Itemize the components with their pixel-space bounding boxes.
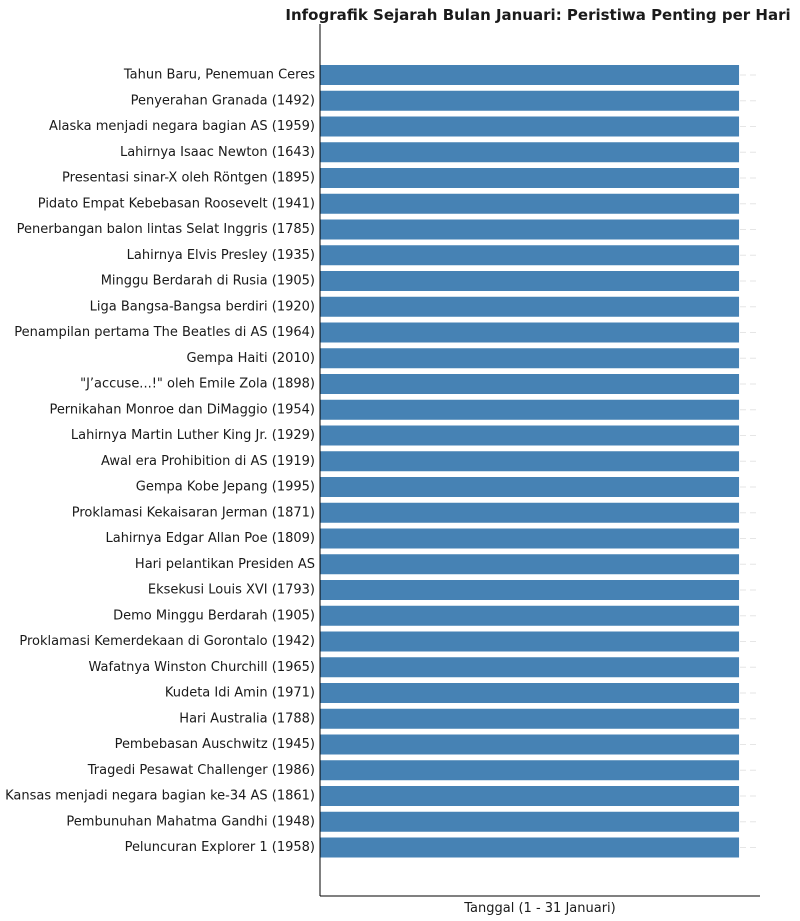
y-tick-label: Demo Minggu Berdarah (1905) [113, 608, 315, 623]
bar-15 [320, 425, 740, 446]
y-tick-label: Proklamasi Kekaisaran Jerman (1871) [72, 505, 315, 520]
y-tick-label: Penampilan pertama The Beatles di AS (19… [14, 325, 315, 340]
y-tick-label: Peluncuran Explorer 1 (1958) [125, 840, 315, 855]
y-tick-label: Kansas menjadi negara bagian ke-34 AS (1… [5, 789, 315, 804]
y-tick-label: Alaska menjadi negara bagian AS (1959) [49, 119, 315, 134]
bar-2 [320, 90, 740, 111]
x-axis-label: Tanggal (1 - 31 Januari) [463, 901, 615, 916]
y-tick-label: Kudeta Idi Amin (1971) [165, 686, 315, 701]
bar-30 [320, 811, 740, 832]
y-tick-label: Pidato Empat Kebebasan Roosevelt (1941) [38, 196, 315, 211]
bar-19 [320, 528, 740, 549]
bar-22 [320, 605, 740, 626]
bar-13 [320, 374, 740, 394]
bar-8 [320, 245, 740, 266]
y-tick-labels: Tahun Baru, Penemuan Ceres Penyerahan Gra… [5, 68, 315, 856]
bar-14 [320, 399, 740, 420]
bar-3 [320, 116, 740, 137]
bar-9 [320, 271, 740, 291]
y-tick-label: Hari Australia (1788) [179, 711, 315, 726]
y-tick-label: Gempa Kobe Jepang (1995) [136, 480, 315, 495]
bar-31 [320, 837, 740, 858]
bar-21 [320, 580, 740, 600]
bars-layer [320, 65, 740, 858]
bar-27 [320, 734, 740, 755]
y-tick-label: Awal era Prohibition di AS (1919) [101, 454, 315, 469]
y-tick-label: Hari pelantikan Presiden AS [135, 557, 315, 572]
chart-title: Infografik Sejarah Bulan Januari: Perist… [285, 6, 790, 24]
y-tick-label: Pembebasan Auschwitz (1945) [115, 737, 315, 752]
y-tick-label: Lahirnya Martin Luther King Jr. (1929) [71, 428, 315, 443]
bar-23 [320, 631, 740, 652]
bar-25 [320, 683, 740, 703]
bar-4 [320, 142, 740, 163]
bar-18 [320, 502, 740, 523]
y-tick-label: Presentasi sinar-X oleh Röntgen (1895) [62, 171, 315, 186]
y-tick-label: Tahun Baru, Penemuan Ceres [123, 68, 315, 83]
y-tick-label: Eksekusi Louis XVI (1793) [148, 583, 315, 598]
bar-5 [320, 168, 740, 188]
y-tick-label: Gempa Haiti (2010) [186, 351, 315, 366]
bar-20 [320, 554, 740, 575]
y-tick-label: Penerbangan balon lintas Selat Inggris (… [17, 222, 315, 237]
bar-6 [320, 193, 740, 214]
bar-26 [320, 708, 740, 729]
y-tick-label: Proklamasi Kemerdekaan di Gorontalo (194… [19, 634, 315, 649]
bar-11 [320, 322, 740, 343]
y-tick-label: Tragedi Pesawat Challenger (1986) [87, 763, 315, 778]
bar-10 [320, 296, 740, 317]
y-tick-label: Lahirnya Elvis Presley (1935) [127, 248, 315, 263]
bar-17 [320, 477, 740, 497]
y-tick-label: Wafatnya Winston Churchill (1965) [89, 660, 315, 675]
y-tick-label: Pembunuhan Mahatma Gandhi (1948) [66, 814, 315, 829]
bar-29 [320, 786, 740, 806]
y-tick-label: Lahirnya Edgar Allan Poe (1809) [105, 531, 315, 546]
bar-16 [320, 451, 740, 472]
y-tick-label: Liga Bangsa-Bangsa berdiri (1920) [90, 299, 315, 314]
bar-1 [320, 65, 740, 85]
y-tick-label: "J’accuse...!" oleh Emile Zola (1898) [80, 377, 315, 392]
bar-12 [320, 348, 740, 369]
bar-24 [320, 657, 740, 678]
y-tick-label: Penyerahan Granada (1492) [131, 93, 315, 108]
y-tick-label: Pernikahan Monroe dan DiMaggio (1954) [49, 402, 315, 417]
y-tick-label: Minggu Berdarah di Rusia (1905) [101, 274, 315, 289]
bar-28 [320, 760, 740, 781]
y-tick-label: Lahirnya Isaac Newton (1643) [120, 145, 315, 160]
bar-7 [320, 219, 740, 240]
